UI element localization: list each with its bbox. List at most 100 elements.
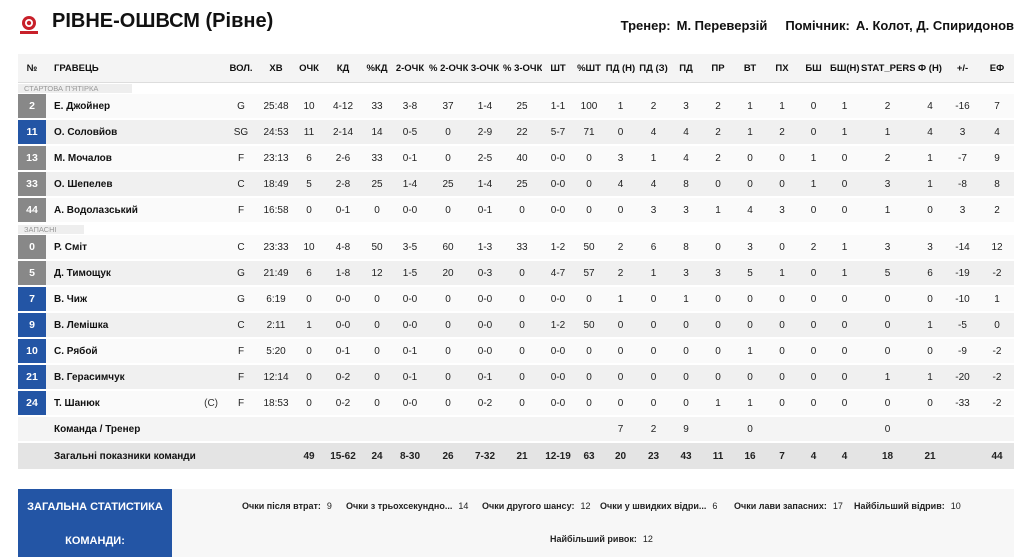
column-header[interactable]: ВОЛ. bbox=[224, 54, 258, 83]
stat-cell: 3 bbox=[860, 171, 915, 198]
stat-cell: 0-3 bbox=[468, 260, 502, 287]
player-name[interactable]: С. Рябой bbox=[54, 345, 98, 357]
player-row[interactable]: 9 В. Лемішка C 2:11 1 0-0 0 0-0 0 0-0 0 1-2 50 0 0 0 0 0 0… bbox=[18, 312, 1014, 339]
column-header[interactable]: ПД (Н) bbox=[604, 54, 637, 83]
player-name[interactable]: В. Герасимчук bbox=[54, 371, 125, 383]
stat-cell: 0-0 bbox=[542, 171, 574, 198]
player-row[interactable]: 5 Д. Тимощук G 21:49 6 1-8 12 1-5 20 0-3 0 4-7 57 2 1 3… bbox=[18, 260, 1014, 287]
stat-cell: 22 bbox=[502, 119, 542, 146]
stat-cell: 4 bbox=[637, 171, 670, 198]
stat-cell: 2 bbox=[860, 145, 915, 172]
player-row[interactable]: 44 А. Водолазський F 16:58 0 0-1 0 0-0 0 0-1 0 0-0 0… bbox=[18, 197, 1014, 224]
column-header[interactable]: ПР bbox=[702, 54, 734, 83]
stat-cell: 0 bbox=[574, 171, 604, 198]
stat-cell: 0-0 bbox=[542, 145, 574, 172]
column-header[interactable]: %ШТ bbox=[574, 54, 604, 83]
stat-cell: 0 bbox=[574, 338, 604, 365]
stat-cell: 0 bbox=[502, 197, 542, 224]
column-header[interactable]: 3-ОЧК bbox=[468, 54, 502, 83]
assistant-label: Помічник: bbox=[785, 18, 850, 33]
player-name[interactable]: О. Соловйов bbox=[54, 126, 118, 138]
player-name[interactable]: А. Водолазський bbox=[54, 204, 138, 216]
column-header[interactable]: ОЧК bbox=[294, 54, 324, 83]
player-name[interactable]: Р. Сміт bbox=[54, 241, 88, 253]
column-header[interactable]: ЕФ bbox=[980, 54, 1014, 83]
stat-cell: 0-0 bbox=[542, 338, 574, 365]
player-name-cell[interactable]: Р. Сміт bbox=[46, 235, 224, 261]
column-header[interactable]: ШТ bbox=[542, 54, 574, 83]
stat-cell: 57 bbox=[574, 260, 604, 287]
player-name-cell[interactable]: М. Мочалов bbox=[46, 145, 224, 172]
player-stats-table: № ГРАВЕЦЬ ВОЛ. ХВ ОЧК КД %КД 2-ОЧК% 2-ОЧК 3-ОЧК%… bbox=[18, 54, 1014, 471]
stat-cell: 0 bbox=[502, 260, 542, 287]
stat-cell: 0-0 bbox=[392, 286, 428, 313]
column-header[interactable]: ВТ bbox=[734, 54, 766, 83]
column-header[interactable]: +/- bbox=[945, 54, 980, 83]
column-header[interactable]: %КД bbox=[362, 54, 392, 83]
stat-cell: 12-19 bbox=[542, 442, 574, 471]
stat-cell: 0-0 bbox=[392, 197, 428, 224]
player-name-cell[interactable]: О. Соловйов bbox=[46, 119, 224, 146]
player-row[interactable]: 13 М. Мочалов F 23:13 6 2-6 33 0-1 0 2-5 40 0-0 0 3 1 4… bbox=[18, 145, 1014, 172]
player-row[interactable]: 0 Р. Сміт C 23:33 10 4-8 50 3-5 60 1-3 33 1-2 50 2 6 8 0… bbox=[18, 235, 1014, 261]
player-name[interactable]: М. Мочалов bbox=[54, 152, 112, 164]
player-row[interactable]: 2 Е. Джойнер G 25:48 10 4-12 33 3-8 37 1-4 25 1-1 10… bbox=[18, 94, 1014, 120]
player-row[interactable]: 24 Т. Шанюк (C) F 18:53 0 0-2 0 0-0 0 0-2 0 0-0 0 0 0 0 1… bbox=[18, 390, 1014, 417]
player-row[interactable]: 21 В. Герасимчук F 12:14 0 0-2 0 0-1 0 0-1 0 0-0 0 0 0… bbox=[18, 364, 1014, 391]
player-name-cell[interactable]: О. Шепелев bbox=[46, 171, 224, 198]
player-row[interactable]: 11 О. Соловйов SG 24:53 11 2-14 14 0-5 0 2-9 22 5-7… bbox=[18, 119, 1014, 146]
stat-cell bbox=[980, 416, 1014, 443]
player-name-cell[interactable]: В. Чиж bbox=[46, 286, 224, 313]
player-name-cell[interactable]: Т. Шанюк (C) bbox=[46, 390, 224, 417]
column-header[interactable]: КД bbox=[324, 54, 362, 83]
player-name[interactable]: Т. Шанюк bbox=[54, 397, 100, 409]
stat-cell: 25 bbox=[502, 171, 542, 198]
stat-cell: 40 bbox=[502, 145, 542, 172]
column-header[interactable]: ХВ bbox=[258, 54, 294, 83]
column-header[interactable]: ПД (З) bbox=[637, 54, 670, 83]
stat-cell: 0-1 bbox=[324, 197, 362, 224]
column-header[interactable]: ГРАВЕЦЬ bbox=[46, 54, 224, 83]
stat-cell: 49 bbox=[294, 442, 324, 471]
column-header[interactable]: Ф (Н) bbox=[915, 54, 945, 83]
player-name[interactable]: В. Чиж bbox=[54, 293, 88, 305]
player-name[interactable]: О. Шепелев bbox=[54, 178, 113, 190]
stat-cell: 0 bbox=[604, 119, 637, 146]
stat-cell: 33 bbox=[362, 94, 392, 120]
player-name[interactable]: Д. Тимощук bbox=[54, 267, 111, 279]
player-row[interactable]: 10 С. Рябой F 5:20 0 0-1 0 0-1 0 0-0 0 0-0 0 0 0 0 0 1 0 0 0… bbox=[18, 338, 1014, 365]
player-name[interactable]: Е. Джойнер bbox=[54, 100, 111, 112]
player-name[interactable]: В. Лемішка bbox=[54, 319, 109, 331]
stat-cell: 0-0 bbox=[324, 312, 362, 339]
column-header[interactable]: ПД bbox=[670, 54, 702, 83]
stat-cell: 1 bbox=[702, 390, 734, 417]
column-header[interactable]: % 2-ОЧК bbox=[428, 54, 468, 83]
stat-cell: 0 bbox=[702, 235, 734, 261]
stat-cell: 4 bbox=[915, 94, 945, 120]
player-name-cell[interactable]: Е. Джойнер bbox=[46, 94, 224, 120]
column-header[interactable]: 2-ОЧК bbox=[392, 54, 428, 83]
stat-cell: 50 bbox=[574, 312, 604, 339]
stat-cell: 0 bbox=[362, 390, 392, 417]
column-header[interactable]: % 3-ОЧК bbox=[502, 54, 542, 83]
player-name-cell[interactable]: В. Герасимчук bbox=[46, 364, 224, 391]
stat-cell: 0-0 bbox=[542, 364, 574, 391]
column-header[interactable]: № bbox=[18, 54, 46, 83]
stat-cell: 25:48 bbox=[258, 94, 294, 120]
player-name-cell[interactable]: Д. Тимощук bbox=[46, 260, 224, 287]
column-header[interactable]: БШ bbox=[798, 54, 829, 83]
column-header[interactable]: ПХ bbox=[766, 54, 798, 83]
stat-cell: C bbox=[224, 171, 258, 198]
stat-cell: 3 bbox=[670, 197, 702, 224]
player-row[interactable]: 7 В. Чиж G 6:19 0 0-0 0 0-0 0 0-0 0 0-0 0 1 0 1 0 0 0 0 0 0 0-… bbox=[18, 286, 1014, 313]
column-header[interactable]: БШ(Н) bbox=[829, 54, 860, 83]
stat-cell: 0-0 bbox=[392, 390, 428, 417]
stat-cell: -33 bbox=[945, 390, 980, 417]
stat-cell: 1 bbox=[829, 94, 860, 120]
column-header[interactable]: STAT_PERS... bbox=[860, 54, 915, 83]
player-name-cell[interactable]: А. Водолазський bbox=[46, 197, 224, 224]
player-row[interactable]: 33 О. Шепелев C 18:49 5 2-8 25 1-4 25 1-4 25 0-0 0 4 4… bbox=[18, 171, 1014, 198]
player-name-cell[interactable]: С. Рябой bbox=[46, 338, 224, 365]
team-summary-title-line1: ЗАГАЛЬНА СТАТИСТИКА bbox=[27, 501, 163, 513]
player-name-cell[interactable]: В. Лемішка bbox=[46, 312, 224, 339]
